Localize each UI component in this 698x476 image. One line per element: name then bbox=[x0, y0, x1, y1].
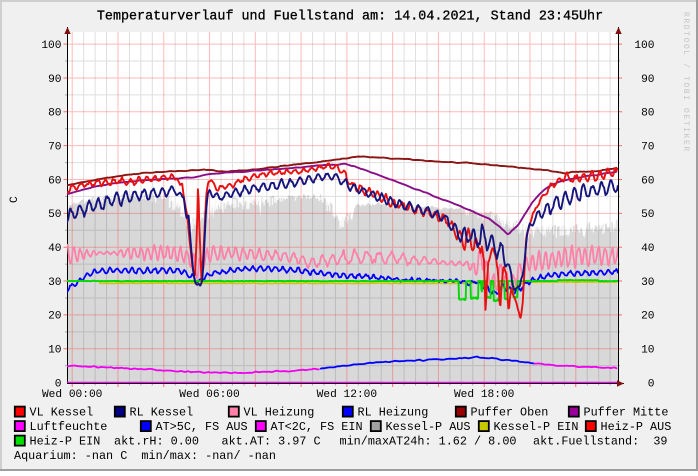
svg-text:Puffer Oben: Puffer Oben bbox=[471, 406, 549, 420]
svg-text:20: 20 bbox=[48, 311, 62, 323]
svg-text:40: 40 bbox=[641, 243, 655, 255]
svg-text:Wed 00:00: Wed 00:00 bbox=[42, 389, 103, 401]
svg-text:Wed 06:00: Wed 06:00 bbox=[179, 389, 240, 401]
svg-text:10: 10 bbox=[641, 345, 655, 357]
svg-text:50: 50 bbox=[641, 209, 655, 221]
svg-text:akt.Fuellstand: 39: akt.Fuellstand: 39 bbox=[533, 435, 668, 449]
svg-text:Puffer Mitte: Puffer Mitte bbox=[584, 406, 669, 420]
svg-text:Kessel-P AUS: Kessel-P AUS bbox=[386, 420, 471, 434]
svg-text:20: 20 bbox=[641, 311, 655, 323]
svg-text:Aquarium: -nan C min/max: -na: Aquarium: -nan C min/max: -nan/ -nan bbox=[14, 449, 276, 463]
svg-text:Kessel-P EIN: Kessel-P EIN bbox=[494, 420, 579, 434]
svg-text:akt.AT: 3.97 C: akt.AT: 3.97 C bbox=[222, 435, 321, 449]
svg-text:VL Heizung: VL Heizung bbox=[244, 406, 315, 420]
svg-text:90: 90 bbox=[48, 74, 62, 86]
svg-text:Luftfeuchte: Luftfeuchte bbox=[30, 420, 108, 434]
svg-text:90: 90 bbox=[641, 74, 655, 86]
svg-text:VL Kessel: VL Kessel bbox=[30, 406, 94, 420]
svg-text:Wed 18:00: Wed 18:00 bbox=[454, 389, 515, 401]
svg-text:AT>5C, FS AUS: AT>5C, FS AUS bbox=[156, 420, 248, 434]
svg-text:Wed 12:00: Wed 12:00 bbox=[317, 389, 378, 401]
svg-text:Temperaturverlauf und Fuellsta: Temperaturverlauf und Fuellstand am: 14.… bbox=[97, 10, 603, 25]
svg-text:60: 60 bbox=[641, 175, 655, 187]
svg-text:70: 70 bbox=[641, 142, 655, 154]
svg-text:akt.rH: 0.00: akt.rH: 0.00 bbox=[114, 435, 199, 449]
svg-text:100: 100 bbox=[41, 40, 61, 52]
svg-text:80: 80 bbox=[641, 108, 655, 120]
svg-text:RRDTOOL / TOBI OETIKER: RRDTOOL / TOBI OETIKER bbox=[681, 12, 690, 153]
svg-text:RL Heizung: RL Heizung bbox=[358, 406, 429, 420]
svg-text:80: 80 bbox=[48, 108, 62, 120]
svg-text:Heiz-P AUS: Heiz-P AUS bbox=[601, 420, 672, 434]
svg-text:100: 100 bbox=[634, 40, 654, 52]
svg-text:0: 0 bbox=[648, 378, 655, 390]
svg-text:RL Kessel: RL Kessel bbox=[130, 406, 194, 420]
svg-text:C: C bbox=[9, 196, 21, 203]
svg-text:50: 50 bbox=[48, 209, 62, 221]
svg-text:AT<2C, FS EIN: AT<2C, FS EIN bbox=[271, 420, 363, 434]
svg-text:30: 30 bbox=[48, 277, 62, 289]
svg-text:30: 30 bbox=[641, 277, 655, 289]
svg-text:60: 60 bbox=[48, 175, 62, 187]
svg-text:min/maxAT24h: 1.62 / 8.00: min/maxAT24h: 1.62 / 8.00 bbox=[340, 435, 517, 449]
svg-text:40: 40 bbox=[48, 243, 62, 255]
svg-text:70: 70 bbox=[48, 142, 62, 154]
svg-text:Heiz-P EIN: Heiz-P EIN bbox=[30, 435, 101, 449]
svg-text:0: 0 bbox=[55, 378, 62, 390]
svg-text:10: 10 bbox=[48, 345, 62, 357]
